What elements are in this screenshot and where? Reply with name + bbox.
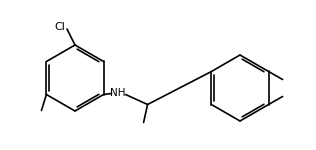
Text: Cl: Cl: [55, 22, 65, 32]
Text: NH: NH: [110, 87, 125, 98]
